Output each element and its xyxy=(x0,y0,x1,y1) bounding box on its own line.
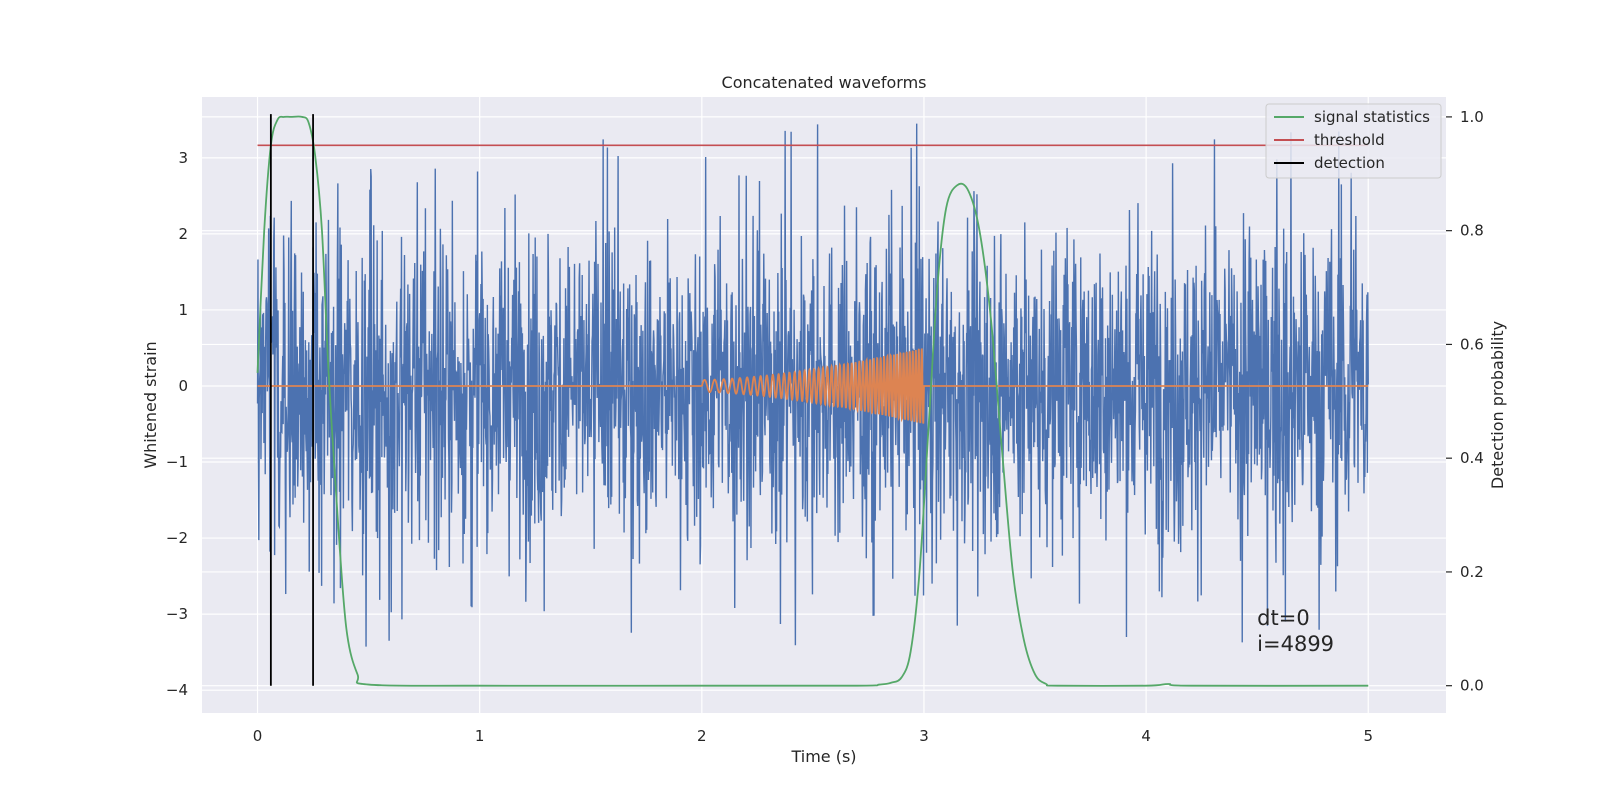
y-tick-label-1: −3 xyxy=(166,605,188,623)
y2-tick-label-2: 0.4 xyxy=(1460,449,1484,467)
y-tick-label-2: −2 xyxy=(166,529,188,547)
y-tick-label-7: 3 xyxy=(178,149,188,167)
strain-line xyxy=(256,123,1369,647)
legend-box xyxy=(1265,103,1442,179)
strain-series xyxy=(256,123,1369,647)
y-tick-label-6: 2 xyxy=(178,225,188,243)
chart-title: Concatenated waveforms xyxy=(722,73,927,92)
y2-axis-label: Detection probability xyxy=(1488,321,1507,489)
y-tick-label-4: 0 xyxy=(178,377,188,395)
x-tick-label-3: 3 xyxy=(919,727,929,745)
waveform-line xyxy=(257,348,1369,424)
y2-tick-label-3: 0.6 xyxy=(1460,335,1484,353)
legend-label-detection: detection xyxy=(1314,154,1385,172)
x-tick-label-5: 5 xyxy=(1363,727,1373,745)
x-tick-label-1: 1 xyxy=(475,727,485,745)
y2-tick-label-4: 0.8 xyxy=(1460,222,1484,240)
signal-statistics-series xyxy=(256,115,1369,687)
waveform-series xyxy=(257,348,1369,424)
legend: signal statistics threshold detection xyxy=(1265,103,1442,179)
x-tick-label-2: 2 xyxy=(697,727,707,745)
x-tick-label-0: 0 xyxy=(253,727,263,745)
x-axis-label: Time (s) xyxy=(790,747,856,766)
y-tick-label-3: −1 xyxy=(166,453,188,471)
axis-ticks: 0 1 2 3 4 5 −4 −3 −2 −1 0 1 2 3 0.0 0.2 0.4 0.6 0.8 1.0 xyxy=(166,108,1484,745)
annotation-index: i=4899 xyxy=(1257,632,1334,656)
detection-lines xyxy=(269,114,314,686)
y2-tick-label-1: 0.2 xyxy=(1460,563,1484,581)
y2-tick-label-0: 0.0 xyxy=(1460,677,1484,695)
y2-tick-label-5: 1.0 xyxy=(1460,108,1484,126)
x-tick-label-4: 4 xyxy=(1141,727,1151,745)
annotation-dt: dt=0 xyxy=(1257,606,1310,630)
legend-label-signal-statistics: signal statistics xyxy=(1314,108,1430,126)
y-tick-label-5: 1 xyxy=(178,301,188,319)
signal-statistics-line xyxy=(256,115,1369,687)
y-tick-label-0: −4 xyxy=(166,681,188,699)
y-axis-label: Whitened strain xyxy=(141,341,160,468)
legend-label-threshold: threshold xyxy=(1314,131,1385,149)
